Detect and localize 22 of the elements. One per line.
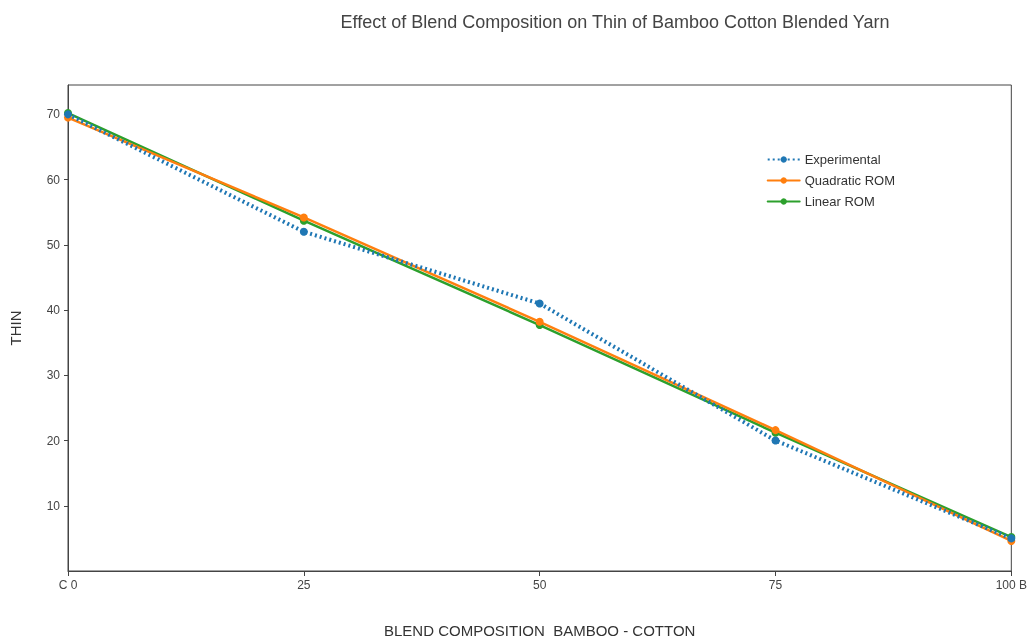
point: [535, 317, 544, 326]
y-tick-label: 40: [46, 303, 61, 318]
y-axis-title: THIN: [7, 310, 24, 346]
x-tick-label: 100 B: [995, 578, 1027, 592]
chart-title: Effect of Blend Composition on Thin of Bamboo Cotton Blended Yarn: [340, 12, 890, 32]
y-tick-label: 30: [46, 368, 61, 383]
x-tick-label: C 0: [58, 578, 78, 592]
point: [299, 227, 308, 236]
y-tick-label: 50: [46, 237, 61, 252]
y-tick-label: 10: [46, 498, 61, 513]
y-tick-label: 70: [46, 107, 61, 122]
x-tick-label: 50: [532, 578, 547, 592]
x-tick-label: 75: [768, 578, 783, 592]
x-tick-label: 25: [297, 578, 311, 592]
legend-label: Linear ROM: [804, 194, 875, 209]
point: [535, 299, 544, 308]
x-axis-title: BLEND COMPOSITION BAMBOO - COTTON: [383, 622, 696, 639]
y-tick-label: 20: [46, 433, 61, 448]
point: [771, 436, 780, 445]
y-tick-label: 60: [46, 172, 61, 187]
legend-label: Quadratic ROM: [804, 173, 896, 188]
legend-label: Experimental: [804, 152, 881, 167]
